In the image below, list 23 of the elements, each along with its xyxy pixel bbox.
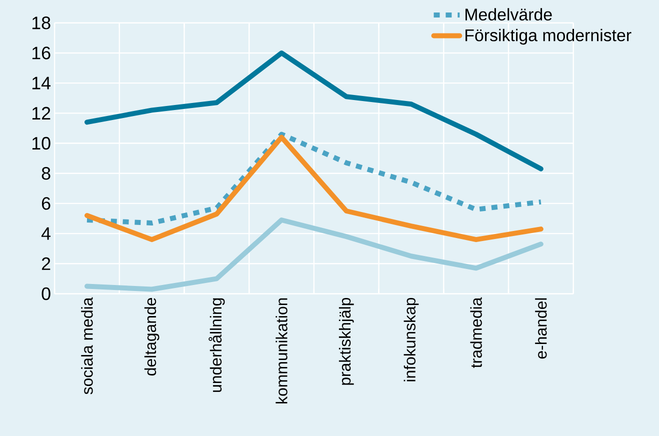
x-tick-label: kommunikation — [276, 298, 288, 404]
line-series — [84, 50, 544, 172]
y-tick-label: 18 — [32, 16, 50, 30]
line-series — [84, 134, 544, 242]
x-tick-label: e-handel — [535, 298, 547, 359]
legend-label: Försiktiga modernister — [466, 28, 632, 45]
legend-label: Medelvärde — [466, 8, 552, 20]
x-tick-label: tradmedia — [470, 297, 482, 368]
y-tick-label: 14 — [32, 76, 51, 90]
y-tick-label: 8 — [42, 166, 50, 180]
x-tick-label: praktiskhjälp — [338, 298, 354, 385]
y-tick-label: 6 — [42, 197, 50, 210]
x-tick-label: infokunskap — [404, 298, 419, 382]
y-tick-label: 16 — [32, 46, 50, 60]
x-tick-label: deltagande — [144, 298, 160, 376]
y-tick-label: 12 — [32, 106, 50, 120]
y-tick-label: 2 — [42, 257, 50, 270]
x-tick-label: underhållning — [208, 298, 225, 392]
y-tick-label: 10 — [32, 136, 50, 150]
y-tick-label: 0 — [42, 287, 50, 300]
x-tick-label: sociala media — [81, 297, 93, 394]
y-tick-label: 4 — [41, 227, 51, 240]
line-series — [84, 217, 544, 292]
